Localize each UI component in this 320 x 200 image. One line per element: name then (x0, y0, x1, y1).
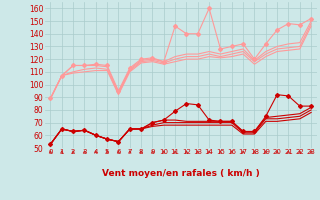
X-axis label: Vent moyen/en rafales ( km/h ): Vent moyen/en rafales ( km/h ) (102, 169, 260, 178)
